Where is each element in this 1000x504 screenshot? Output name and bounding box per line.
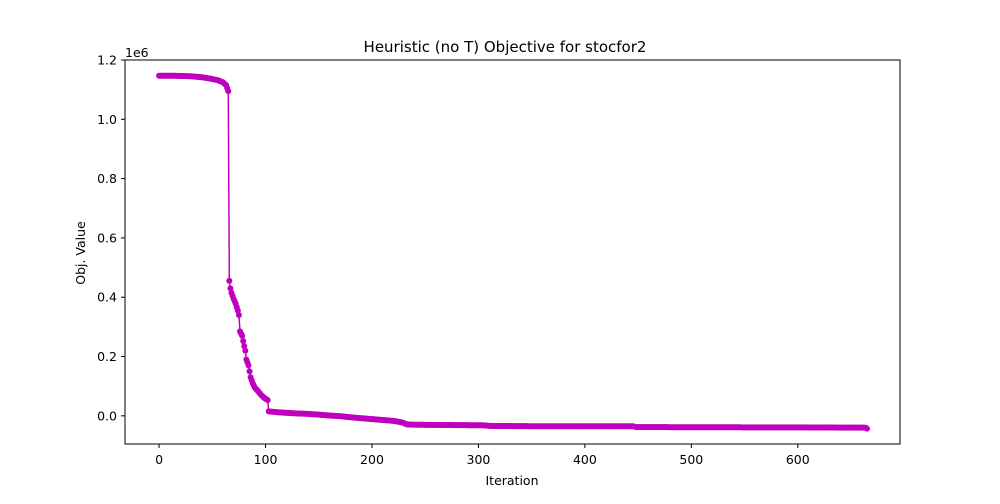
y-scale-offset-label: 1e6	[125, 45, 149, 60]
y-tick-label: 1.0	[97, 112, 117, 127]
data-point	[264, 397, 271, 404]
series-layer	[156, 72, 870, 432]
data-point	[245, 362, 252, 369]
series-line	[159, 74, 868, 430]
x-tick-label: 600	[786, 452, 810, 467]
data-point	[235, 312, 242, 319]
data-point	[226, 277, 233, 284]
data-point	[864, 425, 870, 432]
y-tick-label: 0.0	[97, 408, 117, 423]
x-tick-label: 100	[254, 452, 278, 467]
x-tick-label: 0	[155, 452, 163, 467]
x-tick-label: 400	[573, 452, 597, 467]
x-axis-label: Iteration	[485, 473, 538, 488]
x-tick-label: 500	[679, 452, 703, 467]
chart-title: Heuristic (no T) Objective for stocfor2	[364, 38, 647, 56]
data-point	[239, 332, 246, 339]
data-point	[225, 88, 232, 95]
y-tick-label: 0.8	[97, 171, 117, 186]
y-axis-label: Obj. Value	[73, 221, 88, 285]
data-point	[240, 337, 247, 344]
data-point	[242, 347, 249, 354]
y-tick-label: 0.4	[97, 290, 117, 305]
x-tick-label: 200	[360, 452, 384, 467]
y-tick-label: 0.2	[97, 349, 117, 364]
x-tick-label: 300	[467, 452, 491, 467]
data-point	[246, 368, 253, 375]
y-tick-label: 1.2	[97, 53, 117, 68]
plot-frame	[124, 59, 901, 445]
y-tick-label: 0.6	[97, 230, 117, 245]
axes-layer: 0 100 200 300 400 500 600 0.0 0.2 0.4 0.6 0.8 1.0 1.2	[97, 53, 901, 467]
